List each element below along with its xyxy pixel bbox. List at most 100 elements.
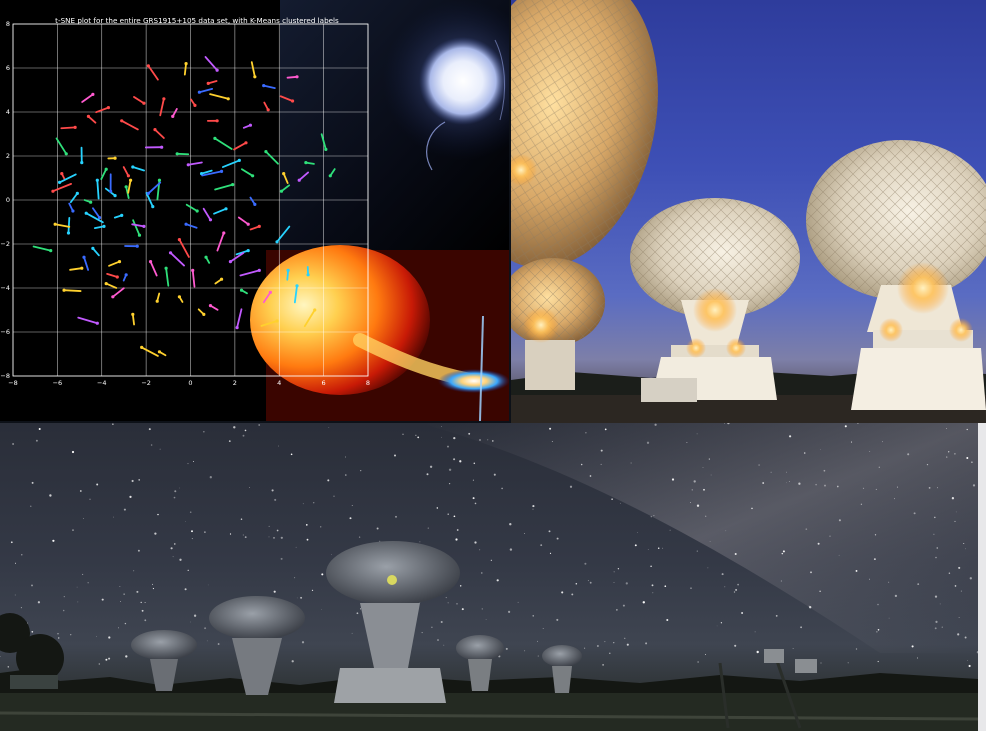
star: [653, 515, 655, 517]
star: [855, 569, 858, 572]
scatter-point-trail: [159, 97, 165, 117]
star: [602, 664, 604, 666]
star: [645, 642, 648, 645]
star: [505, 647, 508, 650]
star: [786, 482, 787, 484]
star: [191, 538, 193, 540]
scatter-point-trail: [205, 256, 211, 264]
star: [877, 629, 880, 631]
star: [327, 479, 330, 482]
x-tick-label: −6: [53, 379, 63, 387]
star: [490, 559, 492, 561]
star: [290, 453, 293, 456]
star: [589, 581, 592, 584]
scatter-point-trail: [262, 291, 272, 304]
star: [190, 621, 191, 623]
star: [937, 487, 938, 489]
star: [637, 532, 638, 533]
star: [671, 478, 675, 481]
star: [548, 530, 551, 533]
star: [857, 423, 859, 424]
star: [824, 484, 826, 487]
star: [431, 626, 433, 629]
scatter-point-trail: [198, 87, 214, 94]
scatter-point-trail: [92, 207, 101, 219]
scatter-point-trail: [91, 247, 100, 257]
star: [690, 587, 692, 589]
star: [301, 641, 305, 644]
star: [844, 425, 847, 428]
star: [105, 658, 108, 661]
star: [31, 481, 34, 484]
star: [453, 515, 456, 518]
star: [96, 483, 99, 486]
y-tick-label: −2: [0, 240, 10, 248]
star: [203, 431, 205, 433]
scatter-point-trail: [242, 124, 252, 129]
scatter-point-trail: [250, 61, 256, 78]
scatter-point-trail: [96, 179, 100, 200]
star: [817, 542, 820, 545]
scatter-point-trail: [265, 150, 279, 165]
star: [946, 428, 947, 429]
scatter-point-trail: [147, 181, 162, 195]
star: [968, 664, 971, 668]
star: [305, 524, 308, 526]
star: [652, 592, 654, 594]
neutron-star: [419, 37, 507, 125]
scatter-point-trail: [185, 223, 198, 229]
scatter-point-trail: [77, 316, 99, 325]
star: [320, 526, 322, 528]
star: [472, 479, 474, 481]
star: [542, 628, 544, 629]
scatter-point-trail: [69, 192, 79, 204]
star: [448, 482, 451, 485]
star: [556, 618, 559, 621]
scatter-point-trail: [120, 119, 139, 131]
star: [613, 571, 615, 573]
star: [112, 423, 114, 425]
star: [696, 504, 700, 507]
scatter-point-trail: [214, 278, 223, 285]
star: [965, 548, 966, 550]
star: [935, 620, 938, 623]
star: [321, 573, 324, 576]
star: [617, 568, 620, 570]
star: [273, 537, 275, 539]
star: [697, 661, 699, 663]
star: [620, 502, 621, 504]
star: [356, 612, 359, 615]
star: [913, 512, 916, 515]
star: [604, 641, 606, 643]
scatter-point-trail: [282, 172, 289, 184]
star: [192, 460, 195, 463]
star: [800, 626, 802, 629]
star: [152, 588, 154, 590]
star: [782, 550, 785, 553]
scatter-point-trail: [83, 256, 90, 271]
star: [725, 530, 727, 532]
star: [321, 608, 322, 610]
star: [30, 505, 32, 507]
star: [780, 580, 782, 582]
star: [792, 648, 794, 649]
star: [963, 542, 965, 545]
star: [972, 484, 976, 487]
star: [642, 601, 645, 604]
star-field: [0, 423, 978, 668]
night-dish-2: [209, 596, 305, 695]
star: [150, 444, 153, 446]
star: [549, 427, 552, 430]
star: [666, 618, 669, 622]
star: [934, 627, 937, 630]
star: [344, 474, 347, 476]
scatter-point-trail: [63, 289, 82, 292]
scatter-point-trail: [68, 202, 74, 212]
star: [447, 445, 449, 448]
chart-title: t-SNE plot for the entire GRS1915+105 da…: [55, 16, 339, 25]
star: [193, 614, 197, 617]
star: [878, 466, 880, 468]
star: [958, 617, 960, 618]
star: [798, 482, 801, 485]
star: [803, 452, 806, 454]
